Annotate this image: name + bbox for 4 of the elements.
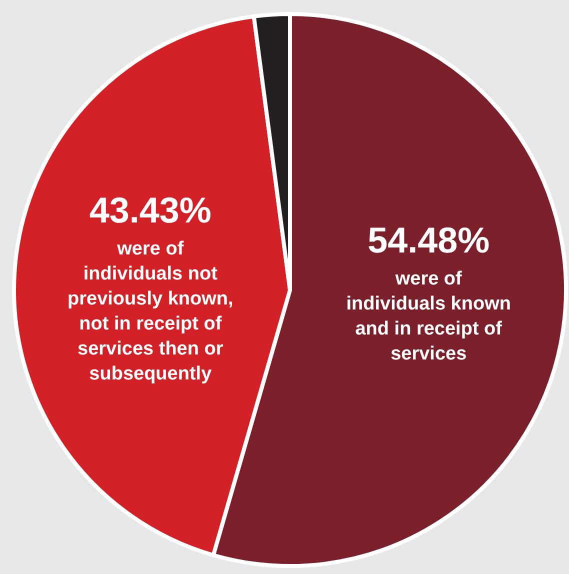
- slice-label: were of individuals not previously known, not in receipt of services then or subsequently: [68, 238, 234, 384]
- data-label: 43.43%: [89, 190, 212, 230]
- data-label: 54.48%: [368, 220, 490, 261]
- slice-label: were of individuals known and in receipt of services: [346, 268, 511, 365]
